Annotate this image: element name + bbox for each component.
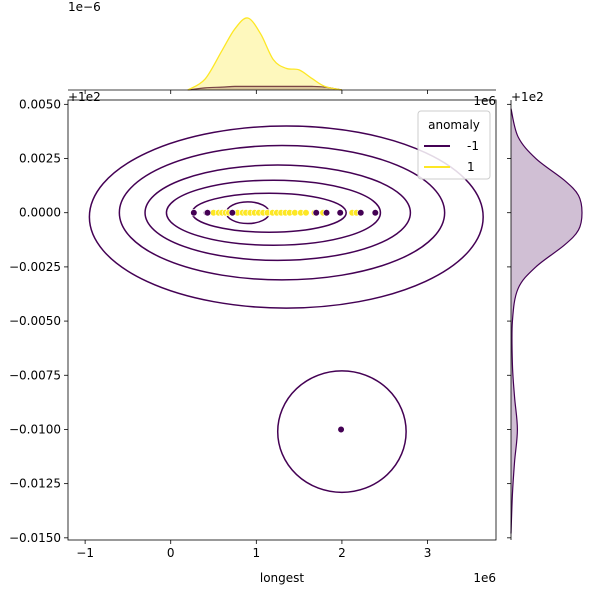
legend-title: anomaly: [428, 118, 480, 132]
right-marginal-density-class-neg1-fill: [511, 108, 582, 534]
scatter-point: [291, 209, 299, 217]
legend-box: [417, 110, 491, 180]
top-marginal-offset-text: 1e−6: [68, 0, 101, 14]
y-tick-label: −0.0025: [9, 260, 61, 274]
top-marginal-ticks: [84, 90, 428, 94]
legend-label-1: 1: [467, 160, 475, 174]
x-axis-offset-text: 1e6: [473, 571, 496, 585]
scatter-point: [302, 209, 310, 217]
scatter-point: [190, 209, 198, 217]
y-tick-label: 0.0050: [19, 97, 61, 111]
kde-contour-line: [144, 164, 412, 262]
main-plot: −1 0 1 2 3 0.0050 0.0025 0.0000 −0.0025 −0.0050 −…: [9, 90, 497, 585]
kde-contour-line: [88, 125, 484, 309]
kde-contour-line: [165, 179, 382, 246]
x-axis-ticks: −1 0 1 2 3: [76, 540, 431, 560]
kde-contours: [88, 125, 484, 494]
y-axis-ticks: 0.0050 0.0025 0.0000 −0.0025 −0.0050 −0.0075 −…: [9, 97, 68, 545]
y-axis-offset-text: +1e2: [68, 90, 101, 104]
x-tick-label: −1: [76, 546, 94, 560]
scatter-point: [203, 209, 212, 217]
y-tick-label: −0.0125: [9, 477, 61, 491]
main-plot-frame: [67, 99, 497, 541]
x-tick-label: 2: [338, 546, 346, 560]
scatter-point: [322, 209, 331, 217]
right-marginal: +1e2: [507, 90, 583, 540]
top-marginal-x-offset-text: 1e6: [473, 94, 496, 108]
scatter-point: [228, 209, 236, 217]
scatter-points: [190, 209, 379, 434]
x-tick-label: 3: [424, 546, 432, 560]
scatter-point: [371, 209, 379, 217]
right-marginal-offset-text: +1e2: [511, 90, 544, 104]
top-marginal-density-class-neg1: [187, 85, 343, 91]
y-tick-label: −0.0075: [9, 368, 61, 382]
legend: anomaly -1 1: [417, 110, 491, 180]
scatter-point: [357, 209, 365, 217]
kde-contour-line: [276, 370, 407, 494]
y-tick-label: −0.0100: [9, 422, 61, 436]
top-marginal-density-class-1: [187, 17, 343, 91]
y-tick-label: −0.0050: [9, 314, 61, 328]
legend-label-neg1: -1: [467, 139, 479, 153]
x-axis-title: longest: [260, 571, 305, 585]
x-tick-label: 1: [252, 546, 260, 560]
right-marginal-ticks: [507, 103, 511, 539]
y-tick-label: 0.0025: [19, 152, 61, 166]
x-tick-label: 0: [167, 546, 175, 560]
scatter-point: [337, 425, 345, 434]
top-marginal-density-class-1-fill: [187, 17, 342, 90]
y-tick-label: −0.0150: [9, 531, 61, 545]
top-marginal: 1e−6 1e6: [68, 0, 496, 108]
kde-contour-line: [118, 144, 446, 281]
scatter-point: [312, 209, 320, 217]
scatter-point: [336, 209, 344, 217]
y-tick-label: 0.0000: [19, 206, 61, 220]
right-marginal-density-class-neg1: [510, 108, 583, 534]
